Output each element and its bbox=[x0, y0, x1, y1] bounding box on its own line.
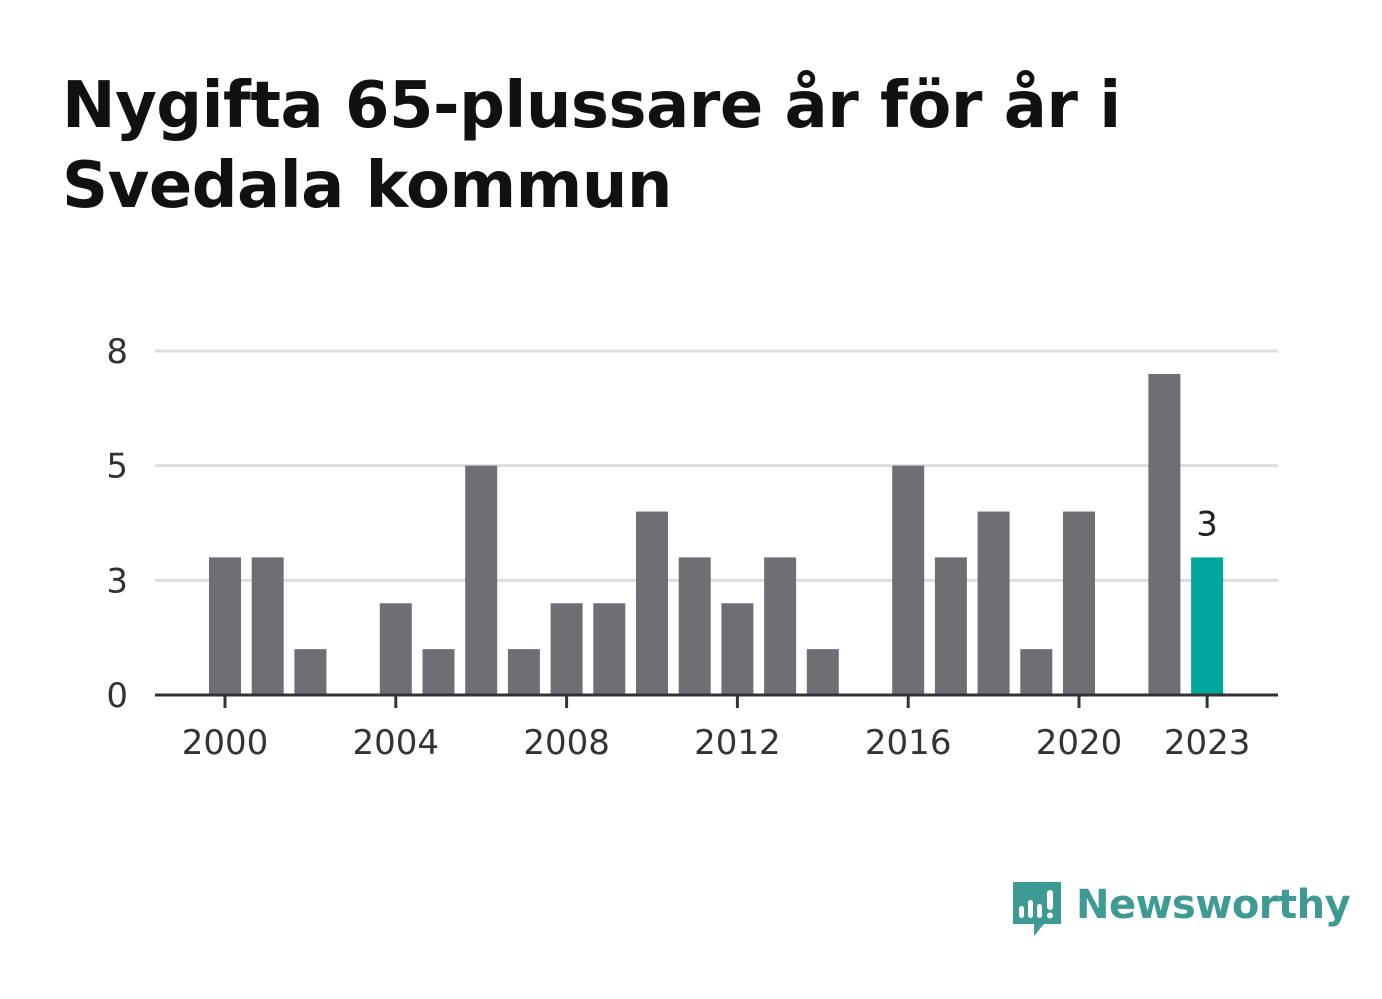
brand-name: Newsworthy bbox=[1076, 882, 1351, 928]
x-tick-label: 2008 bbox=[523, 723, 610, 763]
bar-2020 bbox=[1063, 511, 1095, 695]
bar-2010 bbox=[636, 511, 668, 695]
x-tick-label: 2020 bbox=[1036, 723, 1123, 763]
y-tick-label: 0 bbox=[106, 676, 128, 716]
bar-2005 bbox=[422, 649, 455, 695]
bar-2019 bbox=[1020, 649, 1053, 695]
bar-2004 bbox=[379, 603, 412, 695]
data-label: 3 bbox=[1196, 504, 1218, 544]
bar-2018 bbox=[977, 511, 1010, 695]
y-tick-label: 8 bbox=[106, 332, 128, 372]
grid-lines bbox=[155, 349, 1278, 582]
bar-2000 bbox=[209, 557, 241, 695]
bar-2008 bbox=[550, 603, 583, 695]
bar-2017 bbox=[934, 557, 967, 695]
x-tick-label: 2016 bbox=[865, 723, 952, 763]
bar-2011 bbox=[678, 557, 711, 695]
x-tick-label: 2000 bbox=[182, 723, 269, 763]
x-tick-label: 2012 bbox=[694, 723, 781, 763]
bar-2012 bbox=[721, 603, 754, 695]
bar-2007 bbox=[507, 649, 540, 695]
bar-2016 bbox=[892, 465, 925, 695]
labels: 0 3 5 8 3 2000 2004 2008 2012 2016 2020 2023 bbox=[106, 332, 1250, 763]
y-tick-label: 5 bbox=[106, 447, 128, 487]
bar-2013 bbox=[764, 557, 797, 695]
bar-2006 bbox=[465, 465, 498, 695]
x-tick-label: 2004 bbox=[353, 723, 440, 763]
brand-logo: Newsworthy bbox=[1010, 878, 1351, 942]
chart-title: Nygifta 65-plussare år för år i Svedala … bbox=[62, 69, 1121, 223]
x-tick-label: 2023 bbox=[1164, 723, 1251, 763]
bar-2023 bbox=[1191, 557, 1224, 695]
bars bbox=[209, 373, 1224, 695]
newsworthy-logo-icon bbox=[1013, 882, 1061, 936]
bar-2002 bbox=[294, 649, 327, 695]
axes bbox=[155, 693, 1278, 708]
bar-2022 bbox=[1148, 373, 1181, 695]
bar-2014 bbox=[806, 649, 839, 695]
bar-2009 bbox=[593, 603, 626, 695]
bar-2001 bbox=[251, 557, 284, 695]
y-tick-label: 3 bbox=[106, 561, 128, 601]
